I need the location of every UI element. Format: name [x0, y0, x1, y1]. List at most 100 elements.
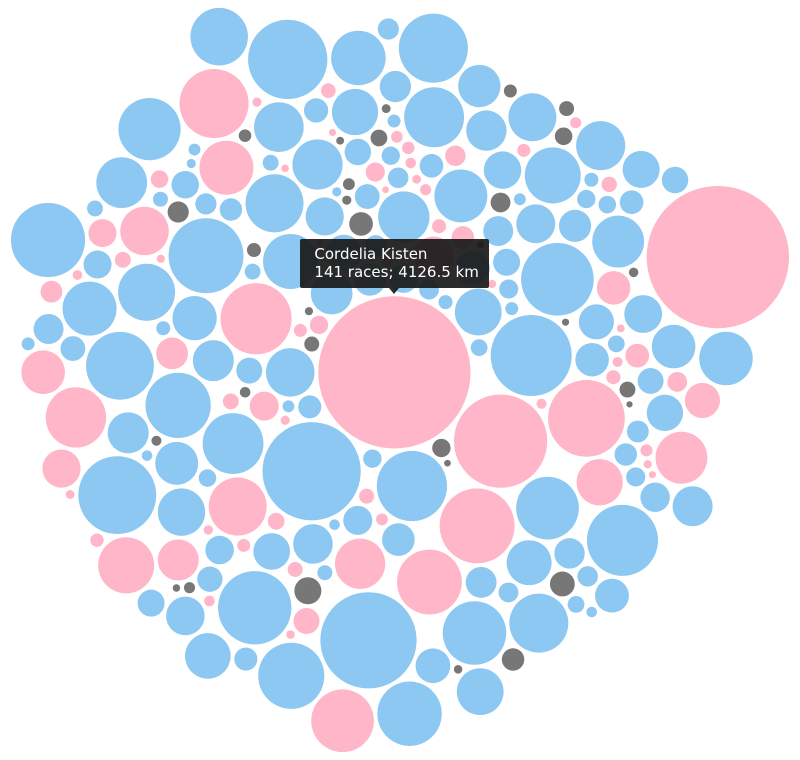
- bubble[interactable]: [287, 561, 303, 577]
- bubble[interactable]: [156, 337, 189, 370]
- bubble[interactable]: [651, 324, 696, 369]
- bubble[interactable]: [172, 584, 181, 592]
- bubble[interactable]: [265, 348, 315, 397]
- bubble[interactable]: [575, 342, 609, 377]
- bubble[interactable]: [203, 525, 214, 535]
- bubble[interactable]: [249, 391, 279, 421]
- bubble[interactable]: [114, 251, 131, 268]
- bubble[interactable]: [62, 281, 117, 336]
- bubble[interactable]: [239, 386, 251, 398]
- bubble[interactable]: [465, 566, 497, 598]
- bubble[interactable]: [376, 450, 448, 522]
- bubble[interactable]: [487, 279, 497, 289]
- bubble[interactable]: [667, 371, 688, 392]
- bubble[interactable]: [626, 401, 633, 408]
- bubble[interactable]: [236, 357, 263, 384]
- bubble[interactable]: [458, 64, 501, 108]
- bubble[interactable]: [612, 356, 623, 367]
- bubble[interactable]: [186, 158, 196, 169]
- bubble[interactable]: [309, 315, 329, 335]
- bubble[interactable]: [258, 642, 325, 709]
- bubble[interactable]: [286, 630, 295, 639]
- bubble[interactable]: [188, 143, 201, 156]
- bubble[interactable]: [598, 195, 617, 214]
- bubble[interactable]: [192, 340, 234, 382]
- bubble[interactable]: [387, 114, 401, 128]
- bubble[interactable]: [524, 147, 581, 204]
- bubble[interactable]: [60, 336, 86, 361]
- bubble[interactable]: [415, 648, 451, 684]
- bubble[interactable]: [640, 444, 653, 457]
- bubble[interactable]: [137, 589, 165, 617]
- bubble[interactable]: [318, 296, 471, 449]
- bubble[interactable]: [254, 102, 304, 152]
- bubble[interactable]: [45, 387, 107, 448]
- bubble[interactable]: [490, 315, 572, 397]
- bubble[interactable]: [584, 172, 599, 187]
- bubble[interactable]: [331, 88, 379, 136]
- bubble[interactable]: [248, 19, 328, 100]
- bubble[interactable]: [21, 350, 65, 395]
- bubble[interactable]: [699, 331, 753, 386]
- bubble[interactable]: [332, 187, 342, 197]
- bubble[interactable]: [157, 488, 206, 536]
- bubble[interactable]: [517, 143, 531, 157]
- bubble[interactable]: [548, 379, 625, 457]
- bubble[interactable]: [637, 367, 664, 394]
- bubble[interactable]: [483, 151, 522, 189]
- bubble[interactable]: [509, 593, 569, 653]
- bubble[interactable]: [648, 471, 657, 479]
- bubble[interactable]: [96, 157, 148, 209]
- bubble[interactable]: [382, 186, 389, 194]
- bubble[interactable]: [78, 456, 157, 535]
- bubble[interactable]: [434, 169, 488, 223]
- bubble[interactable]: [168, 218, 244, 294]
- bubble[interactable]: [567, 596, 585, 613]
- bubble[interactable]: [281, 164, 289, 173]
- bubble[interactable]: [370, 129, 388, 147]
- bubble[interactable]: [381, 104, 391, 114]
- bubble[interactable]: [508, 93, 557, 142]
- bubble[interactable]: [88, 219, 117, 248]
- bubble[interactable]: [576, 121, 626, 171]
- bubble[interactable]: [311, 689, 374, 753]
- bubble[interactable]: [282, 400, 295, 413]
- bubble[interactable]: [646, 185, 790, 329]
- bubble[interactable]: [397, 549, 462, 615]
- bubble[interactable]: [501, 648, 525, 671]
- bubble[interactable]: [205, 535, 234, 565]
- bubble[interactable]: [65, 490, 75, 499]
- bubble[interactable]: [294, 577, 322, 605]
- bubble[interactable]: [344, 138, 372, 166]
- bubble[interactable]: [21, 337, 35, 351]
- bubble[interactable]: [577, 566, 598, 587]
- bubble[interactable]: [90, 533, 104, 547]
- bubble[interactable]: [343, 505, 373, 535]
- bubble[interactable]: [262, 422, 361, 521]
- bubble[interactable]: [359, 488, 375, 504]
- bubble[interactable]: [438, 295, 453, 310]
- bubble[interactable]: [171, 171, 200, 199]
- bubble[interactable]: [453, 665, 463, 674]
- bubble[interactable]: [619, 381, 636, 398]
- bubble[interactable]: [420, 184, 432, 196]
- bubble[interactable]: [156, 254, 165, 263]
- bubble[interactable]: [298, 395, 322, 419]
- bubble[interactable]: [10, 202, 86, 278]
- bubble[interactable]: [570, 117, 582, 129]
- bubble[interactable]: [155, 441, 199, 485]
- bubble[interactable]: [498, 582, 519, 603]
- bubble[interactable]: [199, 140, 254, 195]
- bubble[interactable]: [365, 162, 385, 182]
- bubble[interactable]: [378, 191, 430, 243]
- bubble[interactable]: [267, 512, 285, 530]
- bubble[interactable]: [166, 596, 205, 636]
- bubble[interactable]: [626, 420, 649, 443]
- bubble[interactable]: [220, 283, 292, 355]
- bubble[interactable]: [329, 519, 340, 531]
- bubble[interactable]: [442, 601, 507, 665]
- bubble[interactable]: [554, 538, 585, 569]
- bubble[interactable]: [157, 539, 199, 581]
- bubble[interactable]: [252, 97, 262, 107]
- bubble[interactable]: [521, 242, 594, 316]
